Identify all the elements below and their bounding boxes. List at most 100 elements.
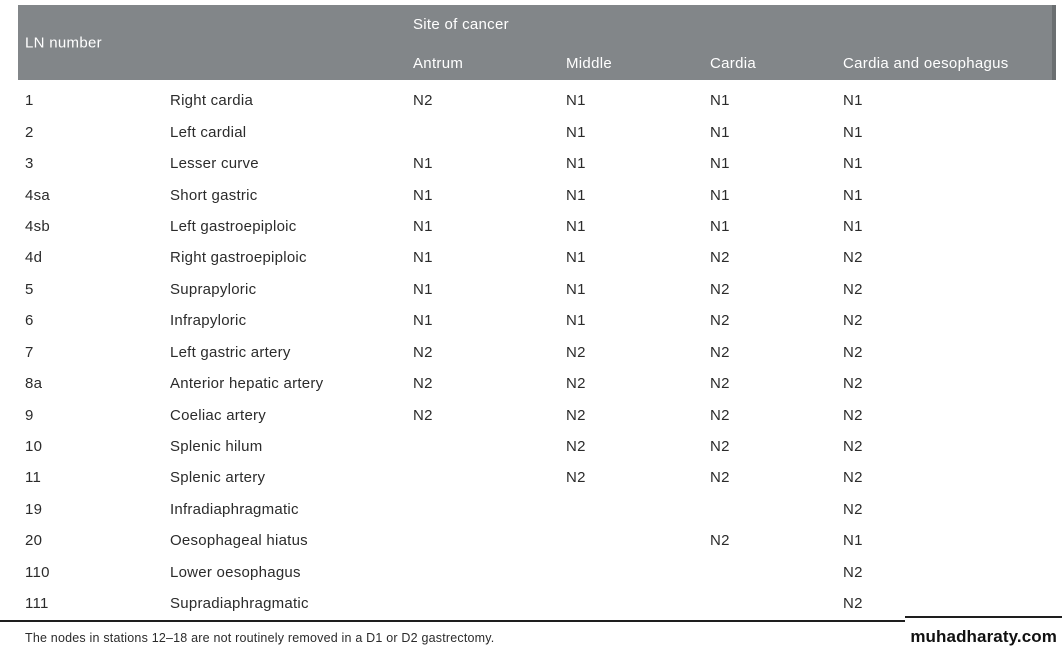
ln-name-cell: Left gastric artery <box>170 343 291 361</box>
ln-name-cell: Right gastroepiploic <box>170 249 307 267</box>
table-row: 4sa Short gastric N1 N1 N1 N1 <box>18 179 1056 210</box>
middle-value-cell: N2 <box>566 469 586 487</box>
cardia-value-cell: N1 <box>710 92 730 110</box>
table-row: 19 Infradiaphragmatic N2 <box>18 494 1056 525</box>
ln-number-cell: 4sa <box>25 186 50 204</box>
ln-name-cell: Oesophageal hiatus <box>170 532 308 550</box>
table-row: 6 Infrapyloric N1 N1 N2 N2 <box>18 305 1056 336</box>
cardia-oesophagus-value-cell: N1 <box>843 123 863 141</box>
cardia-value-cell: N1 <box>710 217 730 235</box>
middle-value-cell: N1 <box>566 123 586 141</box>
middle-value-cell: N2 <box>566 406 586 424</box>
site-of-cancer-header: Site of cancer <box>413 16 509 33</box>
ln-number-cell: 10 <box>25 438 43 456</box>
middle-value-cell: N2 <box>566 375 586 393</box>
cardia-oesophagus-value-cell: N2 <box>843 469 863 487</box>
ln-number-cell: 6 <box>25 312 34 330</box>
antrum-value-cell: N1 <box>413 186 433 204</box>
cardia-value-cell: N1 <box>710 123 730 141</box>
cardia-value-cell: N2 <box>710 249 730 267</box>
table-row: 4sb Left gastroepiploic N1 N1 N1 N1 <box>18 211 1056 242</box>
cardia-value-cell: N2 <box>710 312 730 330</box>
cardia-oesophagus-value-cell: N2 <box>843 563 863 581</box>
middle-value-cell: N1 <box>566 312 586 330</box>
table-row: 5 Suprapyloric N1 N1 N2 N2 <box>18 274 1056 305</box>
cardia-value-cell: N2 <box>710 375 730 393</box>
ln-number-cell: 9 <box>25 406 34 424</box>
table-header: LN number Site of cancer Antrum Middle C… <box>18 5 1056 80</box>
ln-number-cell: 1 <box>25 92 34 110</box>
ln-number-cell: 7 <box>25 343 34 361</box>
antrum-value-cell: N2 <box>413 375 433 393</box>
table-row: 11 Splenic artery N2 N2 N2 <box>18 462 1056 493</box>
cardia-oesophagus-value-cell: N2 <box>843 375 863 393</box>
ln-name-cell: Coeliac artery <box>170 406 267 424</box>
middle-value-cell: N1 <box>566 186 586 204</box>
cardia-value-cell: N2 <box>710 532 730 550</box>
table-row: 20 Oesophageal hiatus N2 N1 <box>18 525 1056 556</box>
cardia-oesophagus-value-cell: N1 <box>843 532 863 550</box>
table-body: 1 Right cardia N2 N1 N1 N1 2 Left cardia… <box>18 85 1056 619</box>
ln-number-cell: 110 <box>25 563 50 581</box>
antrum-value-cell: N2 <box>413 406 433 424</box>
cardia-oesophagus-value-cell: N2 <box>843 406 863 424</box>
cardia-value-cell: N2 <box>710 280 730 298</box>
cardia-value-cell: N1 <box>710 186 730 204</box>
middle-value-cell: N1 <box>566 249 586 267</box>
ln-number-cell: 3 <box>25 155 34 173</box>
middle-value-cell: N1 <box>566 92 586 110</box>
table-row: 8a Anterior hepatic artery N2 N2 N2 N2 <box>18 368 1056 399</box>
ln-number-cell: 111 <box>25 595 49 613</box>
column-header-cardia-oesophagus: Cardia and oesophagus <box>843 55 1009 72</box>
antrum-value-cell: N2 <box>413 343 433 361</box>
ln-name-cell: Lower oesophagus <box>170 563 301 581</box>
table-row: 9 Coeliac artery N2 N2 N2 N2 <box>18 399 1056 430</box>
table-row: 7 Left gastric artery N2 N2 N2 N2 <box>18 337 1056 368</box>
cardia-oesophagus-value-cell: N2 <box>843 249 863 267</box>
cardia-oesophagus-value-cell: N2 <box>843 500 863 518</box>
ln-number-cell: 8a <box>25 375 43 393</box>
ln-number-cell: 5 <box>25 280 34 298</box>
antrum-value-cell: N1 <box>413 217 433 235</box>
cardia-oesophagus-value-cell: N2 <box>843 343 863 361</box>
ln-number-cell: 19 <box>25 500 43 518</box>
cardia-oesophagus-value-cell: N2 <box>843 595 863 613</box>
ln-number-cell: 2 <box>25 123 34 141</box>
cardia-oesophagus-value-cell: N1 <box>843 217 863 235</box>
ln-name-cell: Splenic artery <box>170 469 266 487</box>
cardia-value-cell: N2 <box>710 438 730 456</box>
table-row: 3 Lesser curve N1 N1 N1 N1 <box>18 148 1056 179</box>
middle-value-cell: N2 <box>566 343 586 361</box>
ln-name-cell: Lesser curve <box>170 155 259 173</box>
cardia-value-cell: N2 <box>710 406 730 424</box>
column-header-middle: Middle <box>566 55 612 72</box>
middle-value-cell: N1 <box>566 280 586 298</box>
ln-name-cell: Suprapyloric <box>170 280 257 298</box>
ln-number-cell: 20 <box>25 532 43 550</box>
ln-name-cell: Infrapyloric <box>170 312 247 330</box>
table-bottom-rule <box>0 620 905 622</box>
antrum-value-cell: N1 <box>413 312 433 330</box>
ln-name-cell: Supradiaphragmatic <box>170 595 309 613</box>
column-header-cardia: Cardia <box>710 55 756 72</box>
middle-value-cell: N1 <box>566 217 586 235</box>
ln-name-cell: Right cardia <box>170 92 254 110</box>
ln-number-cell: 4d <box>25 249 43 267</box>
cardia-value-cell: N2 <box>710 343 730 361</box>
middle-value-cell: N2 <box>566 438 586 456</box>
antrum-value-cell: N1 <box>413 249 433 267</box>
table-row: 111 Supradiaphragmatic N2 <box>18 588 1056 619</box>
ln-number-cell: 11 <box>25 469 42 487</box>
cardia-oesophagus-value-cell: N2 <box>843 280 863 298</box>
table-row: 10 Splenic hilum N2 N2 N2 <box>18 431 1056 462</box>
ln-number-header: LN number <box>25 34 102 51</box>
cardia-oesophagus-value-cell: N1 <box>843 92 863 110</box>
table-footnote: The nodes in stations 12–18 are not rout… <box>25 631 495 645</box>
middle-value-cell: N1 <box>566 155 586 173</box>
cardia-value-cell: N2 <box>710 469 730 487</box>
ln-name-cell: Left cardial <box>170 123 247 141</box>
ln-name-cell: Splenic hilum <box>170 438 263 456</box>
cardia-oesophagus-value-cell: N1 <box>843 186 863 204</box>
ln-name-cell: Infradiaphragmatic <box>170 500 299 518</box>
